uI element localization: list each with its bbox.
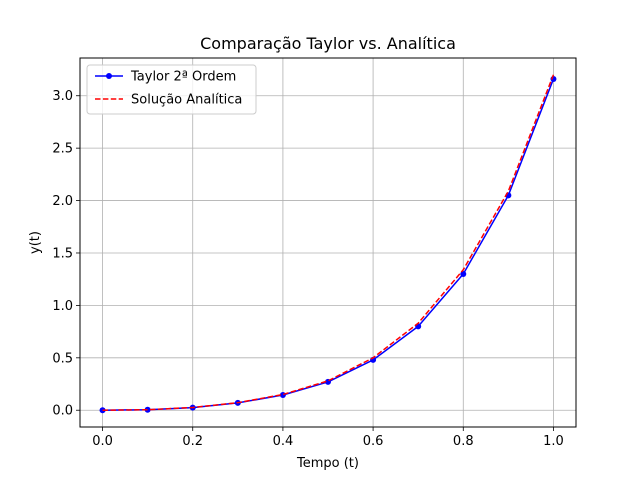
series-layer [99, 74, 557, 414]
x-tick-label: 0.6 [363, 434, 384, 449]
x-axis-label: Tempo (t) [296, 456, 359, 471]
series-line-analitica [102, 74, 555, 411]
legend: Taylor 2ª Ordem Solução Analítica [86, 64, 257, 115]
y-tick-label: 0.5 [52, 351, 73, 366]
y-tick-label: 2.0 [52, 194, 73, 209]
x-tick-label: 0.8 [453, 434, 474, 449]
legend-label-analitica: Solução Analítica [131, 93, 242, 108]
y-tick-label: 3.0 [52, 89, 73, 104]
y-axis-label: y(t) [28, 231, 43, 254]
x-tick-label: 1.0 [543, 434, 564, 449]
chart-title: Comparação Taylor vs. Analítica [200, 34, 456, 53]
y-tick-label: 2.5 [52, 142, 73, 157]
x-tick-label: 0.4 [273, 434, 294, 449]
y-tick-label: 1.0 [52, 299, 73, 314]
data-point-taylor [144, 406, 151, 413]
x-tick-label: 0.2 [182, 434, 203, 449]
axis-ticks: 0.0 0.2 0.4 0.6 0.8 1.0 0.0 0.5 1.0 1.5 2.0 2.5 3.0 [52, 89, 563, 449]
grid [80, 58, 576, 427]
legend-label-taylor: Taylor 2ª Ordem [130, 70, 236, 85]
legend-marker-taylor [106, 73, 112, 79]
x-tick-label: 0.0 [92, 434, 113, 449]
plot-frame [79, 57, 577, 428]
y-tick-label: 0.0 [52, 404, 73, 419]
legend-box [86, 64, 257, 115]
y-tick-label: 1.5 [52, 246, 73, 261]
